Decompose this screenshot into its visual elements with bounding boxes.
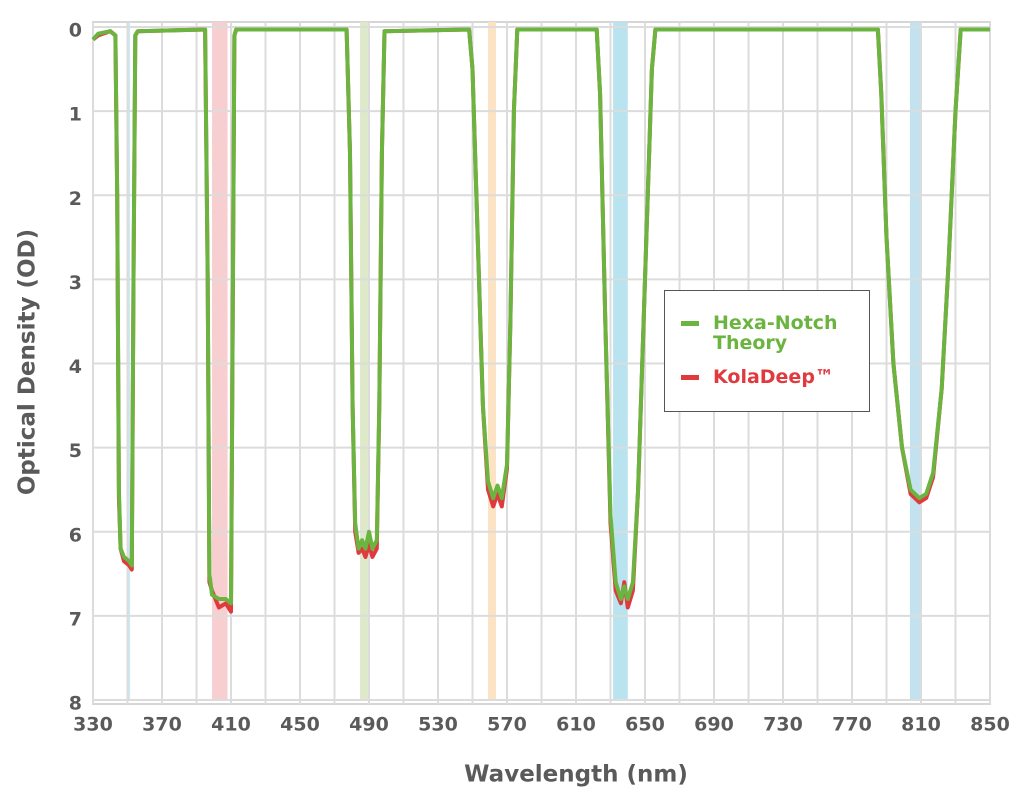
x-tick-label: 450 xyxy=(280,714,320,736)
x-tick-label: 530 xyxy=(418,714,458,736)
legend-swatch xyxy=(681,375,699,380)
x-tick-label: 410 xyxy=(211,714,251,736)
laser-band xyxy=(909,22,920,700)
x-tick-label: 490 xyxy=(349,714,389,736)
y-tick-label: 1 xyxy=(69,104,82,126)
laser-band xyxy=(360,22,368,700)
y-axis-title: Optical Density (OD) xyxy=(15,229,41,495)
laser-band xyxy=(613,22,628,700)
y-tick-label: 5 xyxy=(69,440,82,462)
legend-entry: KolaDeep™ xyxy=(681,367,861,387)
y-tick-label: 8 xyxy=(69,693,82,715)
legend-label: Hexa-Notch Theory xyxy=(713,312,838,354)
laser-band xyxy=(212,22,228,700)
x-tick-label: 370 xyxy=(142,714,182,736)
x-tick-label: 650 xyxy=(625,714,665,736)
y-tick-label: 3 xyxy=(69,272,82,294)
laser-band xyxy=(488,22,496,700)
y-tick-label: 2 xyxy=(69,188,82,210)
x-tick-label: 610 xyxy=(556,714,596,736)
x-tick-label: 770 xyxy=(832,714,872,736)
x-tick-label: 690 xyxy=(694,714,734,736)
legend: Hexa-Notch Theory KolaDeep™ xyxy=(664,290,870,412)
legend-label: KolaDeep™ xyxy=(713,366,834,388)
x-axis-title: Wavelength (nm) xyxy=(464,762,688,788)
legend-swatch xyxy=(681,321,699,326)
legend-entry: Hexa-Notch Theory xyxy=(681,313,861,353)
data-line xyxy=(91,27,990,606)
y-tick-label: 0 xyxy=(69,20,82,42)
x-tick-label: 330 xyxy=(73,714,113,736)
x-tick-label: 730 xyxy=(763,714,803,736)
y-tick-label: 4 xyxy=(69,356,82,378)
x-tick-label: 570 xyxy=(487,714,527,736)
y-tick-label: 6 xyxy=(69,524,82,546)
x-tick-label: 810 xyxy=(901,714,941,736)
y-tick-label: 7 xyxy=(69,608,82,630)
x-tick-label: 850 xyxy=(970,714,1010,736)
